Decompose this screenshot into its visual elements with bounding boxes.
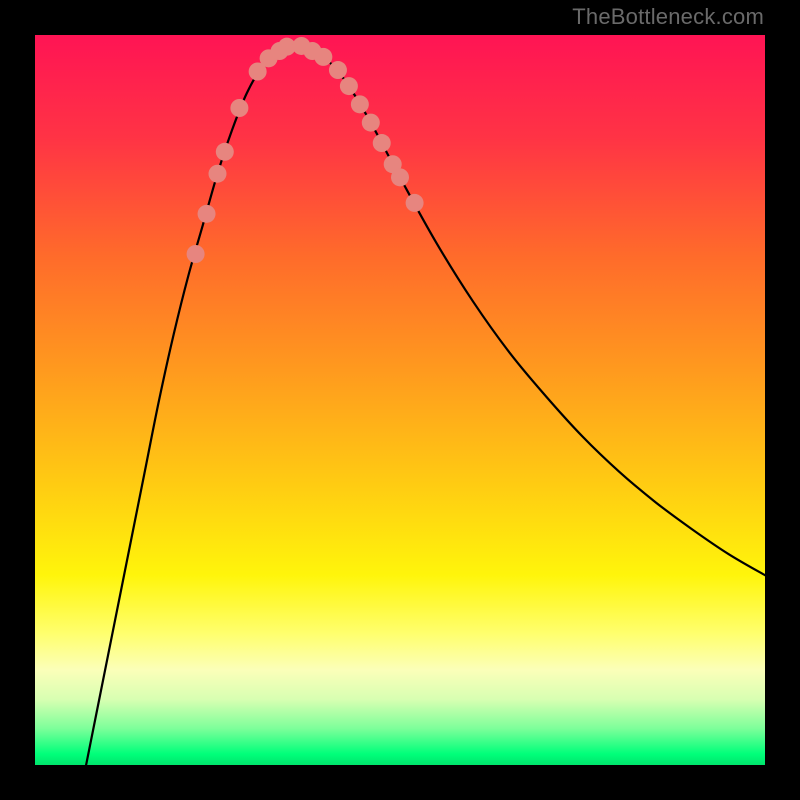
scatter-point — [362, 114, 380, 132]
scatter-point — [198, 205, 216, 223]
scatter-markers — [187, 37, 424, 263]
scatter-point — [329, 61, 347, 79]
curve-right-branch — [291, 45, 766, 575]
scatter-point — [314, 48, 332, 66]
plot-area — [35, 35, 765, 765]
curve-left-branch — [86, 45, 290, 765]
scatter-point — [373, 134, 391, 152]
scatter-point — [209, 165, 227, 183]
scatter-point — [216, 143, 234, 161]
watermark-text: TheBottleneck.com — [572, 4, 764, 30]
scatter-point — [391, 168, 409, 186]
outer-frame: TheBottleneck.com — [0, 0, 800, 800]
scatter-point — [351, 95, 369, 113]
scatter-point — [230, 99, 248, 117]
scatter-point — [340, 77, 358, 95]
scatter-point — [406, 194, 424, 212]
scatter-point — [187, 245, 205, 263]
chart-svg — [35, 35, 765, 765]
